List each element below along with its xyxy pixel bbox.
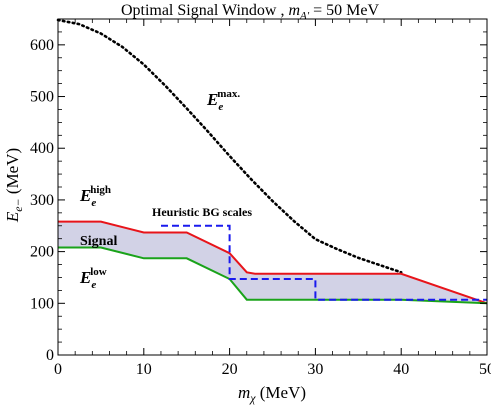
y-axis-symbol: E [3, 211, 22, 223]
e-high-superscript: high [90, 184, 111, 196]
emax-curve [56, 18, 403, 274]
e-low-label: Eelow [79, 266, 107, 291]
heuristic-bg-line [161, 224, 487, 301]
y-axis-unit: (MeV) [3, 148, 22, 199]
e-low-superscript: low [90, 266, 107, 278]
title-m-subscript: A′ [299, 10, 310, 22]
signal-region [57, 221, 488, 304]
emax-label-symbol: E [206, 90, 218, 109]
y-tick-label: 500 [30, 89, 54, 106]
x-axis-subscript: χ [249, 391, 256, 405]
heuristic-bg-label: Heuristic BG scales [152, 205, 252, 219]
y-tick-label: 300 [30, 192, 54, 209]
y-tick-label: 0 [46, 347, 54, 364]
emax-label-superscript: max. [217, 88, 240, 100]
title-m-symbol: m [288, 2, 300, 19]
signal-label: Signal [80, 234, 117, 249]
emax-label-subscript: e [218, 101, 223, 113]
x-tick-label: 30 [307, 361, 323, 378]
e-high-symbol: E [79, 186, 91, 205]
e-low-subscript: e [91, 279, 96, 291]
e-high-label: Eehigh [79, 184, 111, 209]
emax-label: Eemax. [206, 88, 240, 113]
x-tick-label: 0 [54, 361, 62, 378]
e-low-line [58, 246, 488, 305]
y-axis-subscript: e− [11, 198, 25, 211]
x-axis-unit: (MeV) [256, 383, 307, 402]
e-high-line [58, 220, 488, 305]
title-suffix: = 50 MeV [309, 2, 379, 19]
x-axis-label: mχ (MeV) [238, 383, 306, 405]
y-tick-label: 100 [30, 295, 54, 312]
x-tick-label: 20 [222, 361, 238, 378]
x-axis-symbol: m [238, 383, 250, 402]
title-prefix: Optimal Signal Window , [121, 2, 289, 19]
x-tick-label: 50 [479, 361, 491, 378]
y-axis-label: Ee− (MeV) [3, 148, 25, 223]
e-high-subscript: e [91, 197, 96, 209]
x-tick-label: 10 [136, 361, 152, 378]
y-tick-label: 400 [30, 140, 54, 157]
y-tick-label: 200 [30, 244, 54, 261]
y-tick-label: 600 [30, 37, 54, 54]
plot-frame [57, 18, 488, 356]
chart-title: Optimal Signal Window , mA′ = 50 MeV [121, 2, 380, 22]
x-tick-label: 40 [393, 361, 409, 378]
e-low-symbol: E [79, 268, 91, 287]
